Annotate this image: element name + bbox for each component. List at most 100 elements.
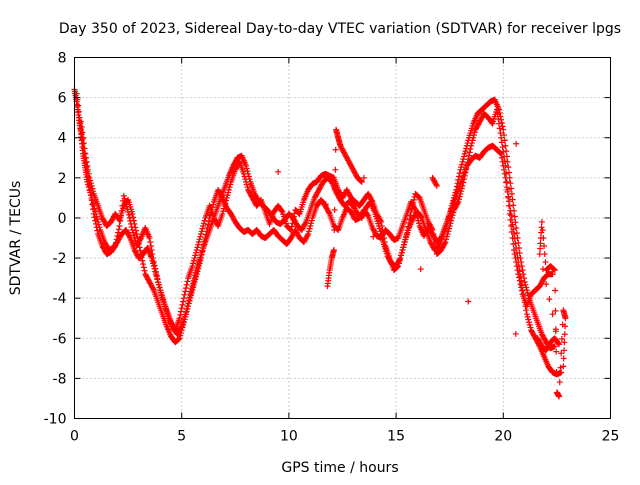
data-point <box>518 287 525 294</box>
data-point <box>79 136 86 143</box>
data-point <box>415 220 422 227</box>
data-point <box>92 217 99 224</box>
data-point <box>240 170 247 177</box>
data-point <box>123 203 130 210</box>
data-point <box>470 132 477 139</box>
data-point <box>155 279 162 286</box>
data-point <box>150 255 157 262</box>
data-point <box>126 214 133 221</box>
data-point <box>458 161 465 168</box>
data-point <box>377 217 384 224</box>
data-point <box>508 190 515 197</box>
data-point <box>244 168 251 175</box>
data-point <box>464 159 471 166</box>
data-point <box>242 176 249 183</box>
data-point <box>125 211 132 218</box>
data-point <box>190 260 197 267</box>
data-point <box>137 247 144 254</box>
data-point <box>399 247 406 254</box>
data-point <box>458 188 465 195</box>
data-point <box>461 172 468 179</box>
data-point <box>193 247 200 254</box>
data-point <box>305 230 312 237</box>
data-point <box>468 142 475 149</box>
data-point <box>307 222 314 229</box>
data-point <box>460 179 467 186</box>
data-point <box>189 263 196 270</box>
data-point <box>331 186 338 193</box>
data-point <box>561 331 568 338</box>
data-point <box>379 226 386 233</box>
data-point <box>177 332 184 339</box>
data-point <box>525 316 532 323</box>
data-point <box>462 169 469 176</box>
data-point <box>204 224 211 231</box>
data-point <box>180 321 187 328</box>
data-point <box>86 182 93 189</box>
tick-layer: 0 5 10 15 20 25 -10 -8 -6 -4 -2 0 2 4 6 8 <box>44 51 620 445</box>
data-point <box>405 219 412 226</box>
data-point <box>278 207 285 214</box>
data-point <box>179 324 186 331</box>
data-point <box>454 200 461 207</box>
data-point <box>524 313 531 320</box>
data-point <box>122 200 129 207</box>
data-point <box>503 170 510 177</box>
data-point <box>177 329 184 336</box>
data-point <box>137 236 144 243</box>
data-point <box>500 126 507 133</box>
series-isolated <box>275 126 569 400</box>
data-point <box>400 241 407 248</box>
data-point <box>90 206 97 213</box>
data-point <box>77 126 84 133</box>
data-point <box>455 198 462 205</box>
data-point <box>408 205 415 212</box>
data-point <box>380 230 387 237</box>
data-point <box>503 184 510 191</box>
plot-frame <box>74 57 611 419</box>
y-tick-label: -4 <box>53 291 67 307</box>
data-point <box>332 146 339 153</box>
data-point <box>190 284 197 291</box>
data-point <box>513 224 520 231</box>
data-point <box>80 140 87 147</box>
data-point <box>503 148 510 155</box>
data-point <box>177 308 184 315</box>
data-point <box>538 218 545 225</box>
data-point <box>198 251 205 258</box>
data-point <box>457 190 464 197</box>
data-point <box>181 316 188 323</box>
data-point <box>509 235 516 241</box>
data-point <box>401 239 408 246</box>
data-layer <box>71 86 569 400</box>
data-point <box>561 347 568 354</box>
data-point <box>523 311 530 318</box>
data-point <box>157 289 164 296</box>
data-point <box>414 214 421 221</box>
data-point <box>552 307 559 314</box>
data-point <box>200 245 207 252</box>
data-point <box>186 297 193 304</box>
data-point <box>507 180 514 187</box>
data-point <box>397 255 404 262</box>
data-point <box>561 339 568 346</box>
data-point <box>129 226 136 233</box>
data-point <box>94 227 101 234</box>
data-point <box>507 207 514 214</box>
data-point <box>185 300 192 307</box>
data-point <box>413 212 420 219</box>
y-axis-label: SDTVAR / TECUs <box>8 181 24 296</box>
data-point <box>521 275 528 282</box>
data-point <box>498 120 505 127</box>
data-point <box>469 137 476 144</box>
data-point <box>180 298 187 305</box>
data-point <box>120 192 127 199</box>
data-point <box>456 193 463 200</box>
data-point <box>466 149 473 156</box>
data-point <box>194 268 201 275</box>
data-point <box>85 173 92 180</box>
data-point <box>460 153 467 160</box>
x-tick-label: 15 <box>387 429 405 445</box>
data-point <box>183 281 190 288</box>
